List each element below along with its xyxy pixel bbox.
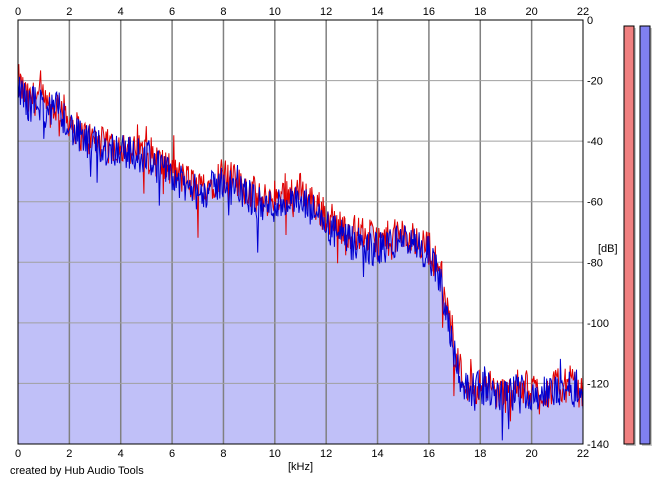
spectrum-area [18,64,583,444]
x-tick-label-top: 22 [577,6,589,18]
x-tick-label-top: 4 [118,6,124,18]
y-tick-label: -80 [587,257,603,269]
level-meter-bar [639,25,651,445]
y-tick-label: 0 [587,15,593,27]
x-tick-label-bottom: 2 [66,448,72,460]
x-axis-label: [kHz] [288,461,313,473]
x-tick-label-top: 2 [66,6,72,18]
series-line-blue [17,76,584,441]
x-tick-label-top: 8 [220,6,226,18]
y-tick-label: -120 [587,378,609,390]
x-tick-label-bottom: 16 [423,448,435,460]
x-tick-label-bottom: 18 [474,448,486,460]
x-tick-label-top: 20 [526,6,538,18]
level-meter-bar [623,25,635,445]
y-tick-label: -100 [587,318,609,330]
x-tick-label-top: 12 [320,6,332,18]
y-tick-label: -20 [587,76,603,88]
x-tick-label-bottom: 22 [577,448,589,460]
x-tick-label-top: 0 [15,6,21,18]
y-tick-label: -140 [587,439,609,451]
x-tick-label-bottom: 12 [320,448,332,460]
credit-text: created by Hub Audio Tools [10,465,144,477]
x-tick-label-bottom: 6 [169,448,175,460]
x-tick-label-top: 6 [169,6,175,18]
x-tick-label-top: 18 [474,6,486,18]
x-tick-label-top: 10 [269,6,281,18]
x-tick-label-bottom: 14 [371,448,383,460]
x-tick-label-bottom: 20 [526,448,538,460]
x-tick-label-bottom: 4 [118,448,124,460]
y-axis-label: [dB] [598,243,618,255]
y-tick-label: -40 [587,136,603,148]
x-tick-label-bottom: 10 [269,448,281,460]
x-tick-label-bottom: 8 [220,448,226,460]
x-tick-label-top: 14 [371,6,383,18]
x-tick-label-bottom: 0 [15,448,21,460]
plot-frame [17,19,584,445]
y-tick-label: -60 [587,197,603,209]
x-tick-label-top: 16 [423,6,435,18]
